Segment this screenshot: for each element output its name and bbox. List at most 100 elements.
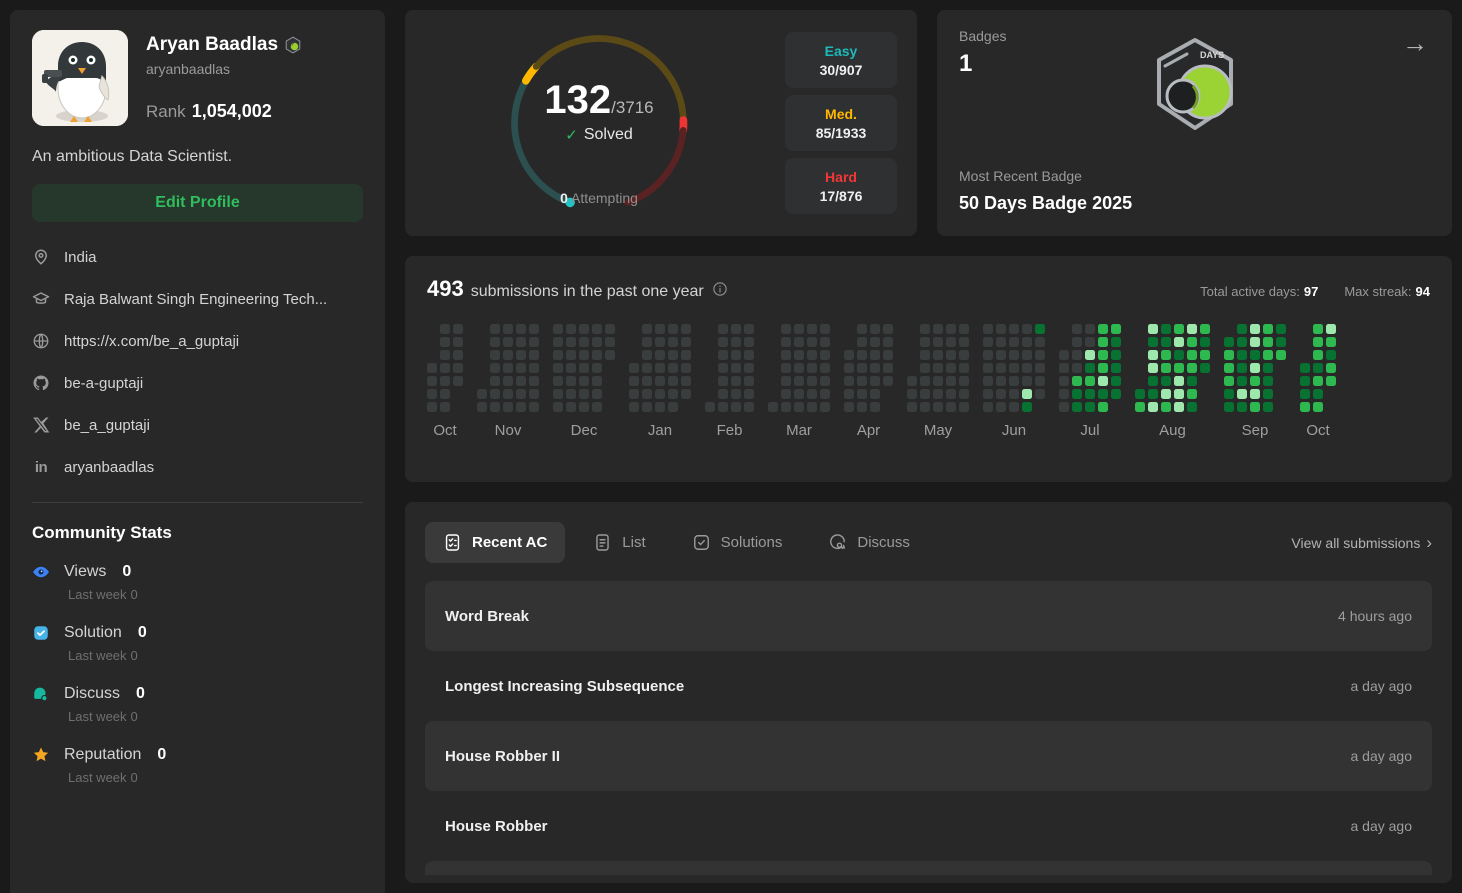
heatmap-cell — [1059, 350, 1069, 360]
heatmap-cell — [516, 350, 526, 360]
heatmap-cell — [592, 324, 602, 334]
heatmap-cell — [768, 376, 778, 386]
heatmap-cell — [529, 350, 539, 360]
heatmap-cell — [566, 363, 576, 373]
heatmap-cell — [566, 324, 576, 334]
submission-row[interactable]: Word Break 4 hours ago — [425, 581, 1432, 651]
heatmap-cell — [731, 389, 741, 399]
heatmap-cell — [1200, 402, 1210, 412]
profile-sidebar: Aryan Baadlas aryanbaadlas Rank 1,054,002… — [10, 10, 385, 893]
info-icon[interactable] — [712, 282, 727, 296]
profile-link-linkedin[interactable]: in aryanbaadlas — [32, 446, 363, 488]
submission-title: Word Break — [445, 607, 529, 625]
stat-item-views[interactable]: Views 0 Last week 0 — [32, 551, 363, 612]
profile-link-github[interactable]: be-a-guptaji — [32, 362, 363, 404]
profile-link-location[interactable]: India — [32, 236, 363, 278]
hard-arc — [624, 127, 687, 206]
heatmap-month-label: Dec — [570, 422, 598, 439]
heatmap-month-label: Jan — [647, 422, 673, 439]
heatmap-cell — [1174, 363, 1184, 373]
heatmap-cell — [1326, 350, 1336, 360]
heatmap-cell — [705, 337, 715, 347]
heatmap-cell — [1263, 389, 1273, 399]
stat-item-solution[interactable]: Solution 0 Last week 0 — [32, 612, 363, 673]
attempting-text: 0 Attempting — [425, 190, 773, 206]
heatmap-cell — [605, 363, 615, 373]
badges-card: Badges 1 → DAYS Most Recent Badge 50 Day… — [937, 10, 1452, 236]
stat-value: 0 — [157, 746, 167, 763]
discuss-icon — [828, 533, 847, 552]
submission-row[interactable]: Longest Increasing Subsequence a day ago — [425, 651, 1432, 721]
profile-link-school[interactable]: Raja Balwant Singh Engineering Tech... — [32, 278, 363, 320]
heatmap-cell — [579, 350, 589, 360]
max-streak-label: Max streak: — [1344, 284, 1412, 299]
profile-link-text: be-a-guptaji — [64, 374, 144, 392]
heatmap-cell — [642, 350, 652, 360]
submission-row-partial[interactable] — [425, 861, 1432, 875]
tab-solutions[interactable]: Solutions — [674, 522, 801, 563]
stat-item-discuss[interactable]: Discuss 0 Last week 0 — [32, 673, 363, 734]
heatmap-cell — [1009, 350, 1019, 360]
heatmap-cell — [1237, 337, 1247, 347]
heatmap-cell — [1161, 324, 1171, 334]
heatmap-cell — [629, 337, 639, 347]
heatmap-cell — [642, 337, 652, 347]
heatmap-cell — [731, 363, 741, 373]
heatmap-cell — [996, 376, 1006, 386]
heatmap-cell — [605, 324, 615, 334]
heatmap-cell — [1059, 324, 1069, 334]
stat-item-reputation[interactable]: Reputation 0 Last week 0 — [32, 734, 363, 795]
heatmap-cell — [1326, 363, 1336, 373]
edit-profile-button[interactable]: Edit Profile — [32, 184, 363, 222]
heatmap-cell — [718, 337, 728, 347]
heatmap-cell — [668, 376, 678, 386]
heatmap-cell — [794, 337, 804, 347]
submission-row[interactable]: House Robber II a day ago — [425, 721, 1432, 791]
heatmap-cell — [592, 337, 602, 347]
heatmap-cell — [1022, 376, 1032, 386]
heatmap-cell — [579, 376, 589, 386]
heatmap-cell — [516, 363, 526, 373]
heatmap-cell — [629, 324, 639, 334]
heatmap-cell — [1237, 363, 1247, 373]
heatmap-cell — [857, 350, 867, 360]
heatmap-cell — [768, 350, 778, 360]
heatmap-cell — [566, 389, 576, 399]
heatmap-cell — [920, 324, 930, 334]
heatmap-cell — [820, 324, 830, 334]
stat-value: 0 — [136, 685, 145, 702]
heatmap-title: submissions in the past one year — [470, 283, 704, 300]
list-icon — [593, 533, 612, 552]
heatmap-cell — [503, 337, 513, 347]
heatmap-cell — [1059, 376, 1069, 386]
heatmap-cell — [794, 376, 804, 386]
heatmap-cell — [1174, 376, 1184, 386]
solved-center: 132/3716 ✓ Solved — [425, 80, 773, 144]
heatmap-cell — [1161, 350, 1171, 360]
profile-link-text: Raja Balwant Singh Engineering Tech... — [64, 290, 328, 308]
view-all-submissions-link[interactable]: View all submissions › — [1291, 533, 1432, 553]
heatmap-cell — [1187, 363, 1197, 373]
badges-label: Badges — [959, 28, 1007, 44]
arrow-right-icon[interactable]: → — [1402, 28, 1428, 58]
heatmap-cell — [1300, 350, 1310, 360]
profile-link-x[interactable]: be_a_guptaji — [32, 404, 363, 446]
heatmap-cell — [1035, 389, 1045, 399]
heatmap-cell — [883, 324, 893, 334]
profile-link-globe[interactable]: https://x.com/be_a_guptaji — [32, 320, 363, 362]
heatmap-cell — [566, 402, 576, 412]
heatmap-cell — [605, 376, 615, 386]
tab-discuss[interactable]: Discuss — [810, 522, 928, 563]
heatmap-cell — [642, 376, 652, 386]
heatmap-cell — [516, 389, 526, 399]
tab-recent-ac[interactable]: Recent AC — [425, 522, 566, 563]
heatmap-cell — [529, 337, 539, 347]
tab-list[interactable]: List — [575, 522, 663, 563]
submission-row[interactable]: House Robber a day ago — [425, 791, 1432, 861]
heatmap-cell — [1313, 363, 1323, 373]
heatmap-cell — [1174, 402, 1184, 412]
heatmap-cell — [959, 376, 969, 386]
heatmap-cell — [1135, 389, 1145, 399]
heatmap-cell — [983, 376, 993, 386]
heatmap-cell — [516, 324, 526, 334]
